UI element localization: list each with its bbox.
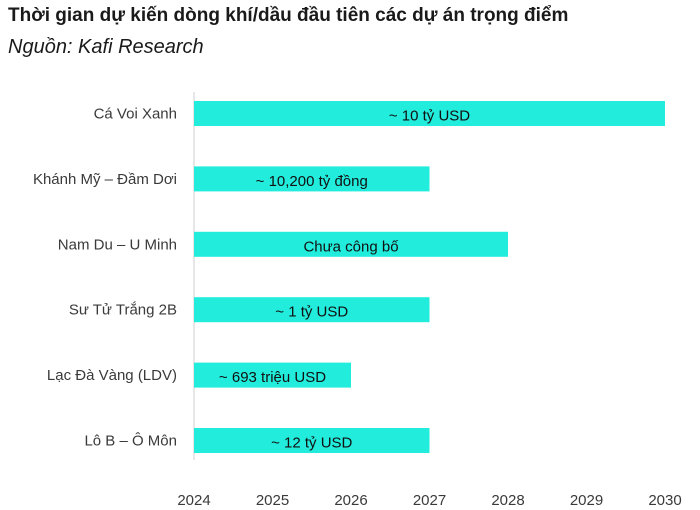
category-label: Nam Du – U Minh	[58, 236, 177, 253]
bar-value-label: Chưa công bố	[303, 238, 399, 255]
x-tick-label: 2029	[570, 492, 603, 509]
category-label: Khánh Mỹ – Đầm Dơi	[33, 171, 177, 188]
chart-subtitle: Nguồn: Kafi Research	[8, 36, 204, 58]
bar	[194, 231, 508, 257]
bar-value-label: ~ 12 tỷ USD	[271, 435, 352, 452]
bar	[194, 428, 430, 453]
bar-value-label: ~ 693 triệu USD	[219, 369, 326, 386]
category-label: Sư Tử Trắng 2B	[69, 302, 177, 319]
x-tick-label: 2026	[334, 492, 367, 509]
bar	[194, 297, 430, 323]
category-label: Lạc Đà Vàng (LDV)	[47, 367, 177, 384]
bar	[194, 101, 665, 126]
x-tick-label: 2030	[648, 492, 681, 509]
x-tick-label: 2027	[413, 492, 446, 509]
bar	[194, 166, 430, 192]
chart-title: Thời gian dự kiến dòng khí/dầu đầu tiên …	[8, 5, 569, 26]
bar-value-label: ~ 10,200 tỷ đồng	[256, 173, 368, 190]
x-tick-label: 2025	[256, 492, 289, 509]
x-tick-label: 2028	[491, 492, 524, 509]
x-tick-label: 2024	[177, 492, 210, 509]
bar-value-label: ~ 1 tỷ USD	[275, 304, 348, 321]
bar-value-label: ~ 10 tỷ USD	[389, 108, 470, 125]
category-label: Cá Voi Xanh	[94, 106, 177, 123]
category-label: Lô B – Ô Môn	[84, 433, 177, 450]
bar	[194, 362, 351, 388]
